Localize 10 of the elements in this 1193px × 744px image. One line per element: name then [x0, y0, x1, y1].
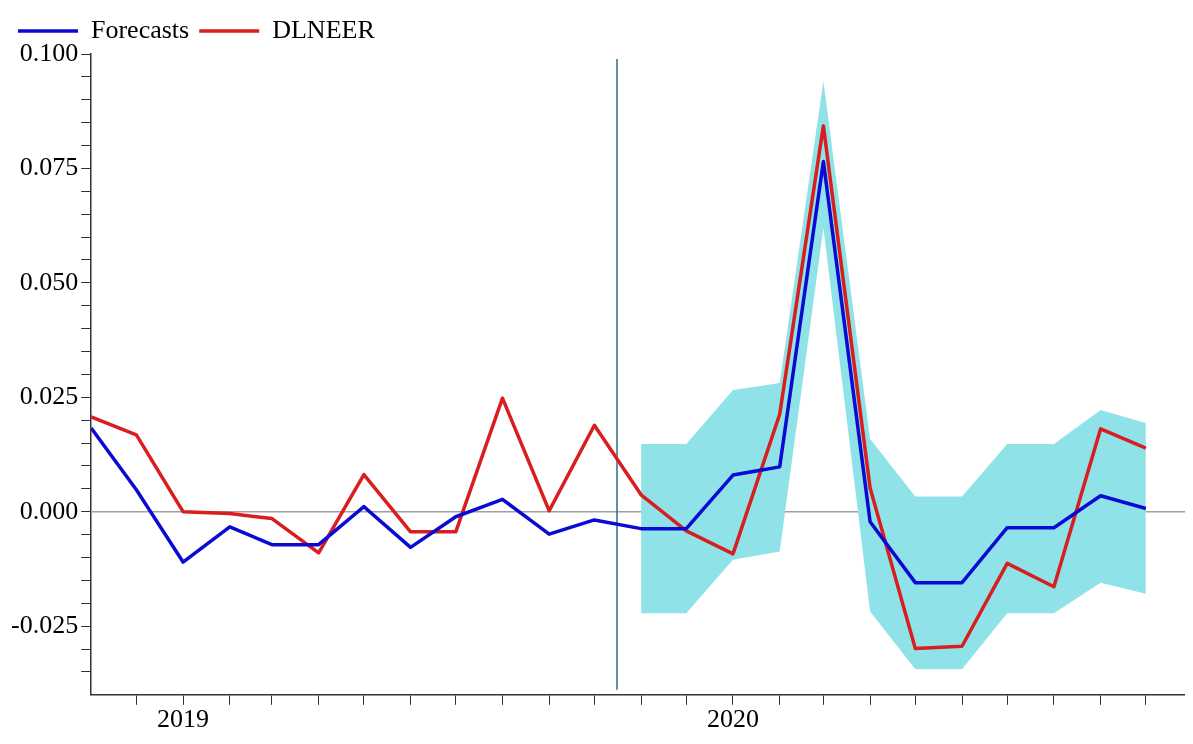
legend-label: DLNEER [272, 14, 376, 44]
y-tick-label: -0.025 [10, 609, 79, 639]
x-tick-label: 2020 [707, 704, 759, 734]
y-tick-label: 0.100 [19, 37, 79, 67]
y-tick-label: 0.025 [19, 381, 79, 411]
y-tick-label: 0.050 [19, 266, 79, 296]
y-tick-label: 0.075 [19, 152, 79, 182]
x-tick-label: 2019 [157, 704, 210, 734]
legend-label: Forecasts [91, 14, 190, 44]
y-tick-label: 0.000 [19, 495, 79, 525]
